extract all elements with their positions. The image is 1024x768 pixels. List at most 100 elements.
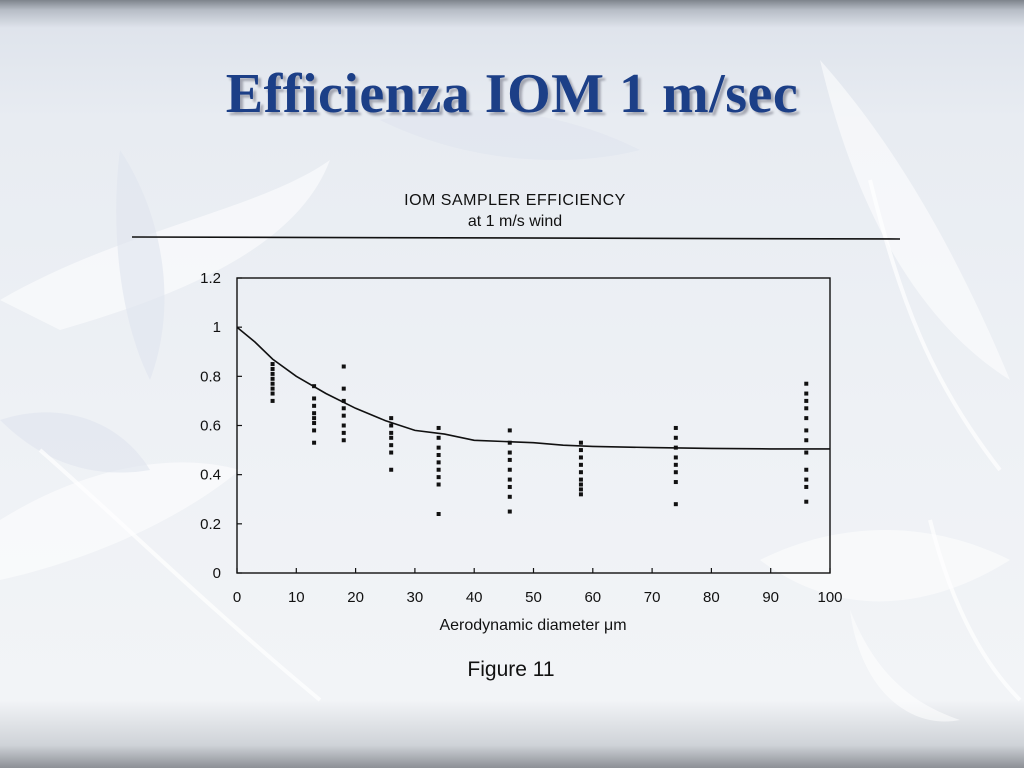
- x-tick-label: 40: [466, 589, 483, 606]
- x-tick-label: 20: [347, 589, 364, 606]
- data-point: [507, 494, 512, 499]
- data-point: [270, 386, 275, 391]
- chart-divider: [131, 236, 901, 240]
- data-point: [389, 450, 394, 455]
- data-point: [507, 484, 512, 489]
- data-point: [312, 421, 317, 426]
- data-point: [804, 450, 809, 455]
- data-point: [804, 398, 809, 403]
- data-point: [436, 475, 441, 480]
- data-point: [804, 484, 809, 489]
- data-point: [341, 406, 346, 411]
- data-point: [507, 477, 512, 482]
- fit-curve: [236, 326, 830, 450]
- data-point: [436, 482, 441, 487]
- x-tick-label: 50: [525, 589, 542, 606]
- data-point: [312, 396, 317, 401]
- data-point: [341, 386, 346, 391]
- data-point: [389, 430, 394, 435]
- data-point: [270, 371, 275, 376]
- data-point: [270, 376, 275, 381]
- data-point: [804, 438, 809, 443]
- data-point: [804, 406, 809, 411]
- data-point: [673, 425, 678, 430]
- x-tick-label: 80: [703, 589, 720, 606]
- x-tick-label: 90: [762, 589, 779, 606]
- chart-title: IOM SAMPLER EFFICIENCY: [404, 192, 626, 209]
- data-point: [436, 467, 441, 472]
- data-point: [312, 416, 317, 421]
- data-point: [804, 428, 809, 433]
- data-point: [312, 411, 317, 416]
- data-point: [507, 450, 512, 455]
- x-tick-label: 100: [817, 589, 842, 606]
- data-point: [673, 435, 678, 440]
- data-point: [436, 512, 441, 516]
- data-point: [578, 477, 583, 482]
- data-point: [312, 440, 317, 445]
- y-tick-label: 0.4: [200, 467, 221, 484]
- data-point: [389, 416, 394, 421]
- x-tick-label: 70: [644, 589, 661, 606]
- data-point: [341, 423, 346, 428]
- x-tick-label: 30: [407, 589, 424, 606]
- plot-frame: [236, 277, 831, 574]
- axes: 0 10 20 30 40 50 60 70 80 90 100 0 0.2 0.4 0.6 0.8 1 1.2: [200, 270, 842, 606]
- data-point: [389, 423, 394, 428]
- x-tick-label: 0: [233, 589, 241, 606]
- data-point: [578, 492, 583, 497]
- y-tick-label: 1.2: [200, 270, 221, 287]
- x-tick-label: 10: [288, 589, 305, 606]
- data-point: [804, 499, 809, 504]
- data-point: [341, 364, 346, 369]
- data-point: [804, 467, 809, 472]
- efficiency-curve: [236, 326, 830, 450]
- y-tick-label: 1: [213, 319, 221, 336]
- data-point: [341, 413, 346, 418]
- data-point: [389, 467, 394, 472]
- data-point: [436, 453, 441, 457]
- data-point: [578, 440, 583, 445]
- data-point: [312, 384, 317, 389]
- x-tick-label: 60: [584, 589, 601, 606]
- data-point: [673, 445, 678, 450]
- data-point: [578, 487, 583, 492]
- data-point: [673, 462, 678, 467]
- data-point: [507, 428, 512, 433]
- y-tick-label: 0.2: [200, 516, 221, 533]
- data-point: [673, 455, 678, 460]
- data-point: [436, 425, 441, 430]
- data-point: [578, 455, 583, 460]
- data-point: [312, 428, 317, 433]
- data-point: [270, 366, 275, 371]
- y-tick-label: 0: [213, 565, 221, 582]
- chart-subtitle: at 1 m/s wind: [468, 213, 562, 230]
- data-point: [673, 502, 678, 507]
- x-axis-label: Aerodynamic diameter μm: [439, 617, 626, 634]
- data-point: [270, 398, 275, 403]
- data-point: [436, 445, 441, 450]
- y-tick-label: 0.6: [200, 418, 221, 435]
- data-point: [804, 381, 809, 386]
- data-point: [578, 462, 583, 467]
- data-point: [804, 391, 809, 396]
- data-points: [270, 362, 809, 516]
- data-point: [341, 438, 346, 443]
- data-point: [436, 460, 441, 465]
- data-point: [507, 509, 512, 514]
- data-point: [578, 482, 583, 487]
- data-point: [270, 381, 275, 386]
- data-point: [673, 480, 678, 485]
- slide-title: Efficienza IOM 1 m/sec: [225, 63, 799, 125]
- data-point: [270, 391, 275, 396]
- data-point: [341, 430, 346, 435]
- data-point: [270, 362, 275, 367]
- data-point: [578, 448, 583, 453]
- data-point: [436, 435, 441, 440]
- data-point: [389, 443, 394, 448]
- data-point: [507, 457, 512, 462]
- data-point: [389, 435, 394, 440]
- data-point: [578, 470, 583, 475]
